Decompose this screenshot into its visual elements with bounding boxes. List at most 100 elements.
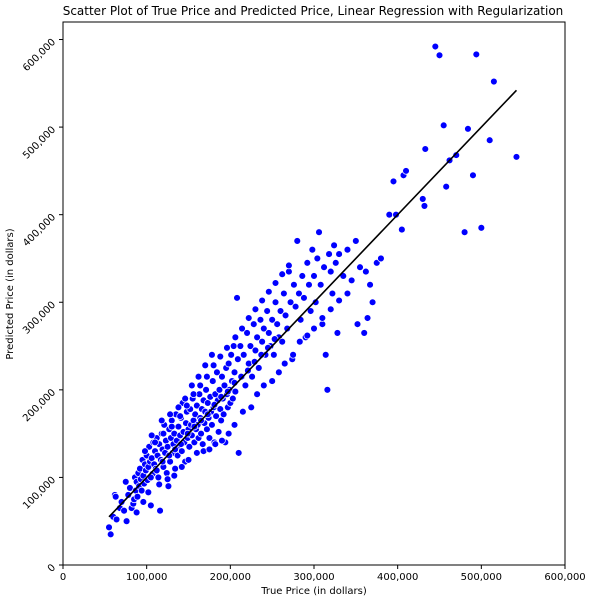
data-point <box>236 342 245 350</box>
data-point <box>251 305 260 314</box>
data-point <box>452 151 460 159</box>
data-point <box>229 342 238 350</box>
data-point <box>313 254 322 263</box>
data-point <box>253 333 261 342</box>
data-point <box>213 368 221 377</box>
data-point <box>209 377 217 385</box>
data-point <box>241 381 250 390</box>
data-point <box>315 228 323 236</box>
data-point <box>352 237 360 245</box>
data-point <box>216 352 225 361</box>
data-point <box>218 372 226 381</box>
y-tick-label: 400,000 <box>21 212 58 249</box>
data-point <box>171 464 179 473</box>
y-tick-label: 300,000 <box>21 300 58 337</box>
data-point <box>219 410 228 419</box>
data-point <box>112 515 121 524</box>
data-point <box>132 508 141 517</box>
data-point <box>166 457 174 466</box>
data-point <box>159 429 168 438</box>
data-point <box>163 475 172 483</box>
data-point <box>335 296 343 305</box>
data-point <box>117 498 126 506</box>
x-axis-label: True Price (in dollars) <box>260 586 367 597</box>
data-point <box>121 478 130 486</box>
data-point <box>353 320 362 328</box>
data-point <box>251 346 260 355</box>
data-point <box>239 407 247 416</box>
data-point <box>239 351 248 359</box>
data-point <box>247 403 256 412</box>
data-point <box>398 225 406 234</box>
data-point <box>291 302 300 311</box>
data-point <box>227 351 235 359</box>
data-point <box>258 337 266 346</box>
data-point <box>343 289 352 298</box>
data-point <box>360 329 368 337</box>
data-point <box>303 331 312 340</box>
data-point <box>320 263 328 271</box>
data-point <box>512 153 521 161</box>
data-point <box>193 449 201 457</box>
data-point <box>321 351 330 359</box>
data-point <box>165 451 174 460</box>
data-point <box>194 372 203 381</box>
data-point <box>151 438 159 447</box>
data-point <box>328 289 337 298</box>
data-point <box>178 447 186 455</box>
data-point <box>191 410 199 419</box>
data-point <box>280 359 289 368</box>
x-tick-label: 100,000 <box>126 572 167 583</box>
data-point <box>203 372 211 381</box>
x-tick-label: 600,000 <box>544 572 585 583</box>
data-point <box>420 202 429 210</box>
data-point <box>156 506 164 515</box>
data-point <box>120 506 128 515</box>
data-point <box>166 410 174 419</box>
data-point <box>310 272 318 280</box>
data-point <box>289 351 297 359</box>
data-point <box>326 267 335 276</box>
data-point <box>281 311 290 320</box>
data-point <box>155 480 163 489</box>
data-point <box>276 307 285 315</box>
data-point <box>363 314 372 322</box>
data-point <box>157 416 166 425</box>
x-tick-label: 500,000 <box>461 572 502 583</box>
data-point <box>203 425 211 434</box>
data-point <box>215 386 224 394</box>
data-point <box>164 482 173 490</box>
data-point <box>305 280 313 289</box>
data-point <box>208 421 216 429</box>
x-axis-ticks: 0 100,000 200,000 300,000 400,000 500,000 600,… <box>60 565 586 583</box>
data-point <box>218 436 226 445</box>
data-point <box>323 386 332 394</box>
data-point <box>347 276 356 285</box>
data-point <box>275 368 283 377</box>
data-point <box>231 333 240 342</box>
data-point <box>105 523 113 532</box>
data-point <box>283 324 291 333</box>
data-point <box>377 254 385 263</box>
data-point <box>253 390 261 398</box>
data-point <box>208 351 216 359</box>
data-point <box>202 386 210 394</box>
x-tick-label: 400,000 <box>377 572 418 583</box>
data-point <box>244 314 253 322</box>
data-point <box>216 405 225 413</box>
data-point <box>485 136 494 144</box>
data-point <box>333 329 342 337</box>
data-point <box>185 443 194 451</box>
data-point <box>168 422 176 431</box>
data-point <box>325 250 333 258</box>
data-point <box>122 517 131 525</box>
data-point <box>162 469 171 477</box>
data-point <box>263 307 271 315</box>
data-point <box>296 337 304 346</box>
data-point <box>366 280 374 289</box>
x-tick-label: 200,000 <box>210 572 251 583</box>
data-point <box>268 316 276 324</box>
data-point <box>246 342 255 350</box>
data-point <box>184 456 193 464</box>
data-point <box>419 195 427 203</box>
